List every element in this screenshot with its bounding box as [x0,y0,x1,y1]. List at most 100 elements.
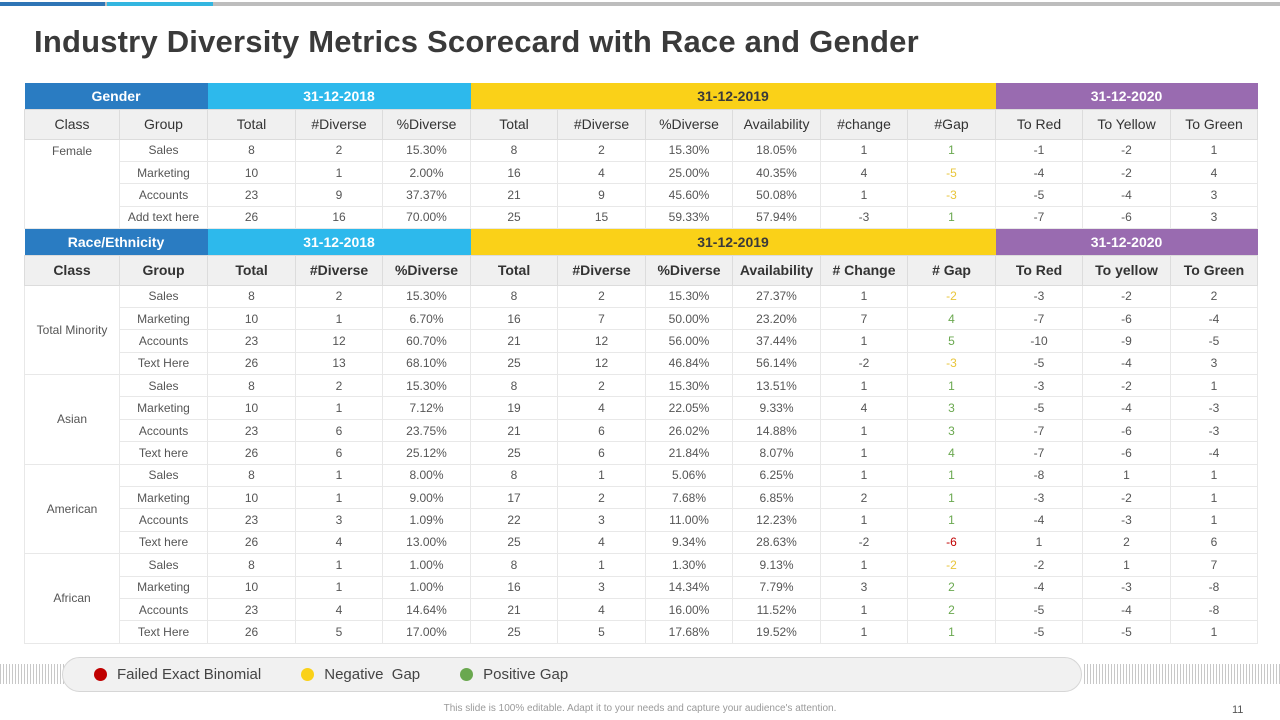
to-yellow-cell: 1 [1082,463,1172,488]
diverse-count-2019-cell: 2 [557,486,647,510]
total-2019-cell: 16 [470,575,559,599]
diverse-pct-2018-cell: 70.00% [382,205,472,230]
availability-cell: 56.14% [732,351,822,376]
column-header: Availability [732,254,822,286]
total-2018-cell: 23 [207,597,297,622]
to-yellow-cell: -6 [1082,441,1172,465]
total-2018-cell: 8 [207,463,297,488]
total-2019-cell: 8 [470,463,559,488]
total-2019-cell: 21 [470,597,559,622]
diverse-count-2018-cell: 12 [295,329,384,353]
column-header: To Red [995,254,1084,286]
to-red-cell: -7 [995,205,1084,230]
band-2019: 31-12-2019 [470,229,996,255]
availability-cell: 9.13% [732,553,822,577]
to-yellow-cell: -6 [1082,418,1172,443]
total-2018-cell: 26 [207,205,297,230]
table-row: Text Here 26 5 17.00% 25 5 17.68% 19.52% 1 1 -5 -5 1 [25,620,1259,644]
gap-cell: 1 [907,374,997,398]
total-2019-cell: 8 [470,374,559,398]
diverse-count-2019-cell: 9 [557,183,647,207]
total-2019-cell: 25 [470,530,559,555]
diverse-count-2018-cell: 9 [295,183,384,207]
to-yellow-cell: -5 [1082,620,1172,644]
column-header: Total [207,108,297,140]
diverse-pct-2018-cell: 68.10% [382,351,472,376]
to-yellow-cell: -6 [1082,306,1172,331]
to-yellow-cell: -2 [1082,160,1172,185]
column-header: Class [24,108,120,140]
total-2018-cell: 8 [207,284,297,308]
total-2019-cell: 25 [470,620,559,644]
column-header: %Diverse [645,254,734,286]
diverse-pct-2019-cell: 21.84% [645,441,734,465]
diverse-count-2019-cell: 4 [557,396,647,420]
green-dot-icon [460,668,474,681]
diverse-count-2019-cell: 1 [557,463,647,488]
gap-cell: 1 [907,486,997,510]
to-green-cell: 1 [1170,374,1259,398]
column-header: %Diverse [382,254,472,286]
to-yellow-cell: -4 [1082,396,1172,420]
diverse-count-2018-cell: 4 [295,530,384,555]
change-cell: -3 [820,205,909,230]
diverse-count-2019-cell: 2 [557,284,647,308]
footer-note: This slide is 100% editable. Adapt it to… [443,703,837,714]
total-2018-cell: 10 [207,306,297,331]
availability-cell: 6.25% [732,463,822,488]
availability-cell: 11.52% [732,597,822,622]
class-cell: Total Minority [24,284,120,376]
class-cell: Female [24,138,120,230]
availability-cell: 9.33% [732,396,822,420]
to-green-cell: 7 [1170,553,1259,577]
gap-cell: 3 [907,418,997,443]
to-red-cell: -5 [995,183,1084,207]
table-row: American Sales 8 1 8.00% 8 1 5.06% 6.25% 1 1 -8 1 1 [24,463,1259,555]
total-2018-cell: 26 [207,351,297,376]
total-2018-cell: 26 [207,620,297,644]
column-header: #Diverse [295,108,384,140]
to-green-cell: -5 [1170,329,1259,353]
gap-cell: 4 [907,441,997,465]
diverse-count-2018-cell: 2 [295,374,384,398]
column-header: #Diverse [295,254,384,286]
change-cell: 1 [820,329,909,353]
table-row: Marketing 10 1 6.70% 16 7 50.00% 23.20% 7 4 -7 -6 -4 [25,306,1259,331]
to-red-cell: -4 [995,160,1084,185]
column-header: To yellow [1082,254,1172,286]
change-cell: 2 [820,486,909,510]
table-row: Accounts 23 6 23.75% 21 6 26.02% 14.88% 1 3 -7 -6 -3 [25,418,1259,443]
total-2019-cell: 8 [470,284,559,308]
change-cell: 7 [820,306,909,331]
to-red-cell: -7 [995,306,1084,331]
diverse-pct-2018-cell: 8.00% [382,463,472,488]
change-cell: -2 [820,351,909,376]
diverse-pct-2018-cell: 13.00% [382,530,472,555]
total-2019-cell: 21 [470,183,559,207]
table-row: Asian Sales 8 2 15.30% 8 2 15.30% 13.51% 1 1 -3 -2 1 [24,374,1259,465]
to-green-cell: 3 [1170,205,1259,230]
total-2019-cell: 25 [470,351,559,376]
to-yellow-cell: 2 [1082,530,1172,555]
to-red-cell: -4 [995,508,1084,532]
availability-cell: 28.63% [732,530,822,555]
column-header: Group [118,254,209,286]
diverse-pct-2019-cell: 11.00% [645,508,734,532]
column-header: To Green [1170,108,1259,140]
to-green-cell: -8 [1170,597,1259,622]
diverse-count-2019-cell: 6 [557,441,647,465]
table-row: Add text here 26 16 70.00% 25 15 59.33% 57.94% -… [25,205,1259,230]
to-green-cell: -8 [1170,575,1259,599]
gap-cell: 1 [907,138,997,162]
diverse-count-2019-cell: 4 [557,530,647,555]
group-cell: Add text here [118,205,209,230]
class-cell: Asian [24,374,120,465]
top-accent-bar [0,2,1280,6]
diverse-pct-2018-cell: 60.70% [382,329,472,353]
to-red-cell: -1 [995,138,1084,162]
total-2018-cell: 8 [207,138,297,162]
availability-cell: 14.88% [732,418,822,443]
diverse-pct-2019-cell: 45.60% [645,183,734,207]
diverse-pct-2018-cell: 9.00% [382,486,472,510]
total-2018-cell: 10 [207,486,297,510]
